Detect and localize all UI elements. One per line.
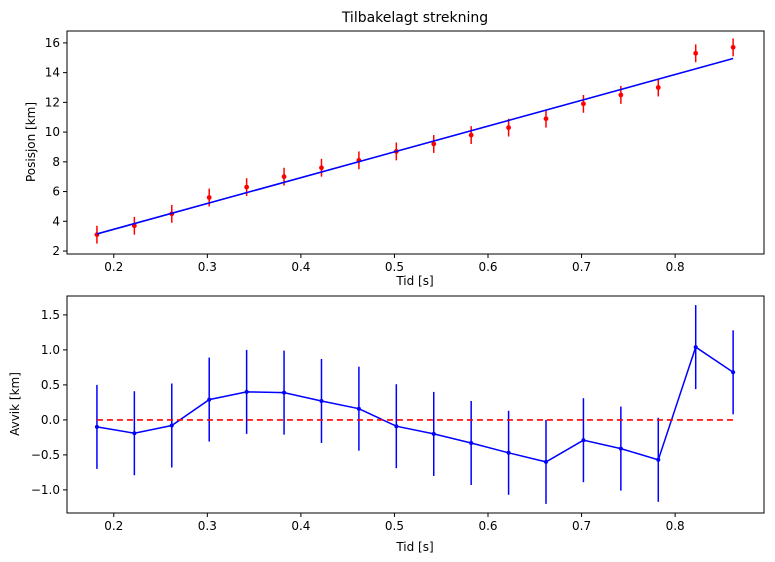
top-data-point (543, 116, 549, 122)
top-y-tick-label: 4 (52, 214, 60, 228)
top-data-point (431, 141, 437, 147)
bottom-data-point (431, 431, 436, 436)
top-plot-marks (94, 38, 736, 244)
top-y-axis-label: Posisjon [km] (24, 102, 38, 182)
top-data-point (206, 195, 212, 200)
top-data-point (244, 184, 250, 190)
bottom-y-tick-label: −0.5 (31, 448, 60, 462)
top-y-tick-label: 8 (52, 155, 60, 169)
top-data-point (618, 92, 624, 98)
bottom-x-tick-label: 0.4 (291, 519, 310, 533)
top-x-tick-label: 0.4 (291, 260, 310, 274)
bottom-data-point (618, 446, 623, 451)
bottom-x-tick-label: 0.6 (478, 519, 497, 533)
bottom-y-tick-label: 1.5 (41, 308, 60, 322)
top-x-tick-label: 0.7 (572, 260, 591, 274)
bottom-plot-marks (94, 305, 736, 504)
top-data-point (693, 50, 699, 56)
top-y-tick-label: 12 (45, 95, 60, 109)
top-data-point (281, 174, 287, 180)
bottom-axes: 0.2 0.3 0.4 0.5 0.6 0.7 0.8 −1.0 −0.5 0.0 0.5 1.0 1.… (31, 295, 765, 533)
top-x-tick-label: 0.2 (104, 260, 123, 274)
bottom-data-point (394, 424, 399, 429)
bottom-x-tick-label: 0.8 (666, 519, 685, 533)
bottom-y-tick-label: 0.5 (41, 378, 60, 392)
top-data-point (319, 165, 324, 171)
bottom-x-tick-label: 0.3 (198, 519, 217, 533)
top-axes-frame (66, 30, 765, 255)
bottom-data-point (693, 345, 698, 350)
bottom-data-point (469, 441, 474, 445)
top-data-point (468, 132, 474, 138)
top-chart-title: Tilbakelagt strekning (341, 10, 488, 26)
bottom-y-tick-label: −1.0 (31, 483, 60, 497)
bottom-subplot: 0.2 0.3 0.4 0.5 0.6 0.7 0.8 −1.0 −0.5 0.0 0.5 1.0 1.… (8, 295, 765, 554)
top-data-point (506, 125, 511, 131)
top-data-point (730, 44, 736, 50)
bottom-data-point (207, 397, 212, 402)
top-axes: 0.2 0.3 0.4 0.5 0.6 0.7 0.8 2 4 6 8 10 12 14 16 (45, 30, 765, 274)
bottom-data-point (244, 389, 249, 394)
bottom-data-point (282, 390, 287, 395)
bottom-data-point (656, 457, 661, 462)
bottom-data-point (581, 438, 586, 443)
bottom-data-point (319, 399, 324, 403)
bottom-data-point (132, 431, 137, 436)
top-y-tick-label: 10 (45, 125, 60, 139)
bottom-y-axis-label: Avvik [km] (8, 372, 22, 436)
top-y-tick-label: 2 (52, 244, 60, 258)
top-x-axis-label: Tid [s] (395, 274, 433, 288)
bottom-axes-frame (66, 295, 765, 514)
top-y-tick-label: 6 (52, 185, 60, 199)
bottom-x-axis-label: Tid [s] (395, 540, 433, 554)
bottom-data-point (169, 423, 174, 428)
bottom-data-point (356, 406, 361, 411)
bottom-data-point (94, 424, 99, 429)
top-x-tick-label: 0.6 (478, 260, 497, 274)
top-subplot: Tilbakelagt strekning 0.2 0.3 0.4 0.5 0.6 0.7… (24, 10, 765, 288)
top-data-point (581, 101, 586, 107)
top-x-tick-label: 0.5 (385, 260, 404, 274)
bottom-x-tick-label: 0.5 (385, 519, 404, 533)
top-fit-line (96, 57, 734, 235)
bottom-data-point (544, 459, 549, 464)
bottom-y-tick-label: 0.0 (41, 413, 60, 427)
top-data-point (655, 85, 661, 90)
bottom-data-point (731, 370, 736, 375)
top-y-tick-label: 14 (45, 66, 60, 80)
bottom-y-tick-label: 1.0 (41, 343, 60, 357)
bottom-data-point (506, 450, 511, 455)
bottom-x-tick-label: 0.7 (572, 519, 591, 533)
top-x-tick-label: 0.8 (666, 260, 685, 274)
top-x-tick-label: 0.3 (198, 260, 217, 274)
bottom-x-tick-label: 0.2 (104, 519, 123, 533)
bottom-deviation-line (96, 345, 734, 463)
top-y-tick-label: 16 (45, 36, 60, 50)
